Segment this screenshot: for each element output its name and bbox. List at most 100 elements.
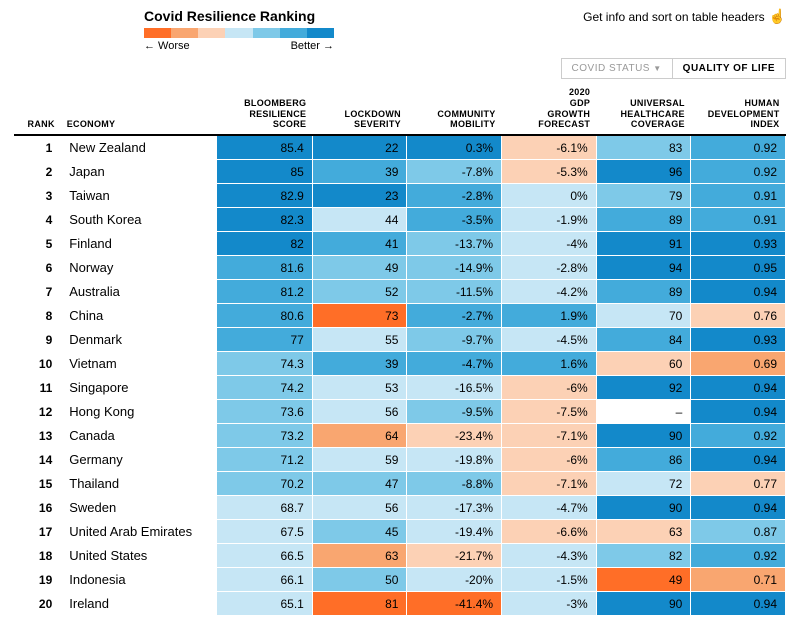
- tab-covid-status[interactable]: COVID STATUS ▼: [561, 58, 672, 79]
- cell-mobility: -21.7%: [407, 544, 502, 568]
- cell-gdp: -1.9%: [502, 208, 597, 232]
- chevron-down-icon: ▼: [653, 64, 661, 73]
- cell-lockdown: 52: [312, 280, 407, 304]
- cell-hdi: 0.92: [691, 544, 786, 568]
- cell-economy: Finland: [61, 232, 217, 256]
- cell-gdp: -4.2%: [502, 280, 597, 304]
- table-row: 3Taiwan82.923-2.8%0%790.91: [14, 184, 786, 208]
- cell-health: 49: [596, 568, 691, 592]
- table-row: 2Japan8539-7.8%-5.3%960.92: [14, 160, 786, 184]
- cell-rank: 6: [14, 256, 61, 280]
- cell-score: 73.6: [217, 400, 313, 424]
- column-header-economy[interactable]: ECONOMY: [61, 83, 217, 135]
- cell-lockdown: 50: [312, 568, 407, 592]
- cell-health: 92: [596, 376, 691, 400]
- cell-economy: Canada: [61, 424, 217, 448]
- table-row: 19Indonesia66.150-20%-1.5%490.71: [14, 568, 786, 592]
- table-row: 6Norway81.649-14.9%-2.8%940.95: [14, 256, 786, 280]
- cell-rank: 18: [14, 544, 61, 568]
- table-row: 5Finland8241-13.7%-4%910.93: [14, 232, 786, 256]
- cell-gdp: -4.7%: [502, 496, 597, 520]
- cell-score: 82.9: [217, 184, 313, 208]
- cell-economy: Germany: [61, 448, 217, 472]
- cell-gdp: -6.6%: [502, 520, 597, 544]
- cell-hdi: 0.91: [691, 208, 786, 232]
- column-header-mobility[interactable]: COMMUNITYMOBILITY: [407, 83, 502, 135]
- cell-score: 85: [217, 160, 313, 184]
- column-header-gdp[interactable]: 2020GDPGROWTHFORECAST: [502, 83, 597, 135]
- cell-economy: Thailand: [61, 472, 217, 496]
- cell-health: 70: [596, 304, 691, 328]
- cell-lockdown: 64: [312, 424, 407, 448]
- table-row: 20Ireland65.181-41.4%-3%900.94: [14, 592, 786, 616]
- pointer-icon: ☝: [769, 8, 786, 25]
- table-row: 14Germany71.259-19.8%-6%860.94: [14, 448, 786, 472]
- cell-economy: United States: [61, 544, 217, 568]
- cell-lockdown: 56: [312, 496, 407, 520]
- cell-mobility: -17.3%: [407, 496, 502, 520]
- column-header-score[interactable]: BLOOMBERGRESILIENCESCORE: [217, 83, 313, 135]
- cell-mobility: -7.8%: [407, 160, 502, 184]
- cell-rank: 9: [14, 328, 61, 352]
- cell-hdi: 0.93: [691, 328, 786, 352]
- cell-rank: 11: [14, 376, 61, 400]
- cell-hdi: 0.92: [691, 424, 786, 448]
- cell-mobility: -41.4%: [407, 592, 502, 616]
- cell-mobility: -13.7%: [407, 232, 502, 256]
- cell-economy: China: [61, 304, 217, 328]
- cell-lockdown: 63: [312, 544, 407, 568]
- column-header-lockdown[interactable]: LOCKDOWNSEVERITY: [312, 83, 407, 135]
- cell-economy: Japan: [61, 160, 217, 184]
- cell-rank: 3: [14, 184, 61, 208]
- cell-health: 91: [596, 232, 691, 256]
- tab-row: COVID STATUS ▼ QUALITY OF LIFE: [14, 58, 786, 79]
- cell-economy: Australia: [61, 280, 217, 304]
- cell-score: 66.5: [217, 544, 313, 568]
- cell-score: 66.1: [217, 568, 313, 592]
- cell-gdp: 1.9%: [502, 304, 597, 328]
- cell-score: 85.4: [217, 135, 313, 160]
- column-header-rank[interactable]: RANK: [14, 83, 61, 135]
- column-header-health[interactable]: UNIVERSALHEALTHCARECOVERAGE: [596, 83, 691, 135]
- cell-mobility: -2.7%: [407, 304, 502, 328]
- cell-mobility: -16.5%: [407, 376, 502, 400]
- cell-hdi: 0.94: [691, 280, 786, 304]
- cell-economy: Hong Kong: [61, 400, 217, 424]
- cell-hdi: 0.95: [691, 256, 786, 280]
- tab-quality-of-life[interactable]: QUALITY OF LIFE: [672, 58, 786, 79]
- cell-health: 94: [596, 256, 691, 280]
- cell-health: 89: [596, 208, 691, 232]
- cell-gdp: -7.1%: [502, 472, 597, 496]
- cell-mobility: -9.5%: [407, 400, 502, 424]
- cell-mobility: -19.8%: [407, 448, 502, 472]
- cell-gdp: 0%: [502, 184, 597, 208]
- cell-gdp: -3%: [502, 592, 597, 616]
- cell-lockdown: 55: [312, 328, 407, 352]
- cell-health: 90: [596, 424, 691, 448]
- cell-hdi: 0.94: [691, 376, 786, 400]
- cell-hdi: 0.92: [691, 160, 786, 184]
- cell-gdp: -1.5%: [502, 568, 597, 592]
- cell-lockdown: 44: [312, 208, 407, 232]
- cell-rank: 12: [14, 400, 61, 424]
- cell-score: 81.6: [217, 256, 313, 280]
- cell-gdp: -4.3%: [502, 544, 597, 568]
- cell-lockdown: 39: [312, 352, 407, 376]
- cell-gdp: -4%: [502, 232, 597, 256]
- cell-hdi: 0.94: [691, 448, 786, 472]
- column-header-hdi[interactable]: HUMANDEVELOPMENTINDEX: [691, 83, 786, 135]
- cell-score: 82: [217, 232, 313, 256]
- table-row: 8China80.673-2.7%1.9%700.76: [14, 304, 786, 328]
- cell-score: 70.2: [217, 472, 313, 496]
- cell-hdi: 0.71: [691, 568, 786, 592]
- cell-economy: Taiwan: [61, 184, 217, 208]
- cell-rank: 14: [14, 448, 61, 472]
- cell-rank: 13: [14, 424, 61, 448]
- cell-lockdown: 22: [312, 135, 407, 160]
- cell-rank: 7: [14, 280, 61, 304]
- legend-better: Better →: [291, 40, 334, 52]
- cell-rank: 10: [14, 352, 61, 376]
- cell-lockdown: 45: [312, 520, 407, 544]
- table-row: 7Australia81.252-11.5%-4.2%890.94: [14, 280, 786, 304]
- cell-lockdown: 41: [312, 232, 407, 256]
